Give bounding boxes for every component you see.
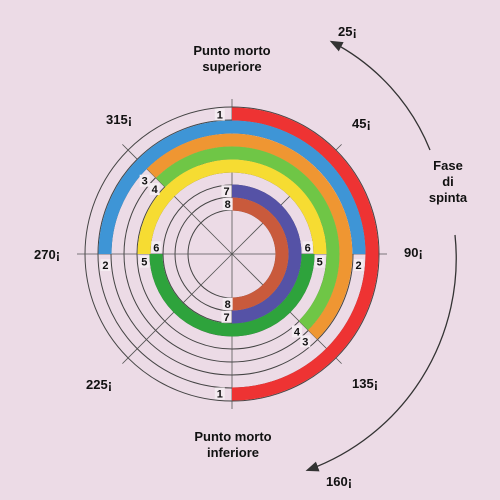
cylinder-3-arc: [146, 133, 353, 340]
cylinder-number-backdrop: [100, 259, 111, 272]
cylinder-number-backdrop: [300, 335, 311, 348]
cylinder-5-number: 5: [317, 257, 323, 269]
cylinder-1-number: 1: [217, 388, 223, 400]
cylinder-3-number: 3: [302, 336, 308, 348]
top-dead-center-label-line1: Punto morto: [193, 43, 270, 58]
cylinder-5-arc: [137, 159, 327, 255]
cylinder-7-arc: [231, 184, 302, 324]
cylinder-number-backdrop: [302, 241, 313, 254]
cylinder-8-number: 8: [225, 299, 231, 311]
cylinder-number-backdrop: [149, 183, 160, 196]
bottom-dead-center-label-line1: Punto morto: [194, 429, 271, 444]
cylinder-4-arc: [155, 146, 340, 331]
angle-45-label: 45¡: [352, 116, 371, 131]
cylinder-6-number: 6: [153, 242, 159, 254]
cylinder-7-number: 7: [223, 312, 229, 324]
cylinder-number-backdrop: [151, 241, 162, 254]
cylinder-2-number: 2: [355, 260, 361, 272]
cylinder-number-backdrop: [314, 255, 325, 268]
cylinder-6-arc: [149, 253, 315, 337]
angle-135-label: 135¡: [352, 376, 378, 391]
bottom-dead-center-label-line2: inferiore: [207, 445, 259, 460]
cylinder-4-number: 4: [152, 184, 159, 196]
cylinder-1-number: 1: [217, 110, 223, 122]
cylinder-number-backdrop: [222, 297, 233, 310]
cylinder-2-arc: [98, 120, 366, 255]
angle-25-label: 25¡: [338, 24, 357, 39]
cylinder-2-number: 2: [102, 260, 108, 272]
cylinder-number-backdrop: [221, 185, 232, 198]
cylinder-number-backdrop: [221, 310, 232, 323]
cylinder-8-number: 8: [225, 199, 231, 211]
cylinder-arcs: [98, 107, 379, 401]
angle-90-label: 90¡: [404, 245, 423, 260]
cylinder-4-number: 4: [294, 326, 301, 338]
phase-label-line3: spinta: [429, 190, 468, 205]
cylinder-6-number: 6: [305, 242, 311, 254]
angle-225-label: 225¡: [86, 377, 112, 392]
phase-label-line2: di: [442, 174, 454, 189]
phase-label-line1: Fase: [433, 158, 463, 173]
cylinder-number-backdrop: [139, 174, 150, 187]
cylinder-7-number: 7: [223, 186, 229, 198]
cylinder-number-backdrop: [214, 108, 225, 121]
phase-arrow-lower: [305, 234, 457, 472]
angle-315-label: 315¡: [106, 112, 132, 127]
cylinder-number-backdrop: [222, 198, 233, 211]
cylinder-number-backdrop: [353, 259, 364, 272]
cylinder-5-number: 5: [141, 257, 147, 269]
angle-160-label: 160¡: [326, 474, 352, 489]
angle-270-label: 270¡: [34, 247, 60, 262]
cylinder-number-backdrop: [291, 325, 302, 338]
cylinder-1-arc: [231, 107, 379, 401]
cylinder-number-backdrop: [139, 255, 150, 268]
cylinder-8-arc: [231, 197, 289, 311]
cylinder-3-number: 3: [142, 176, 148, 188]
cylinder-number-backdrop: [214, 387, 225, 400]
top-dead-center-label-line2: superiore: [202, 59, 261, 74]
phase-arrow-upper: [329, 40, 431, 151]
